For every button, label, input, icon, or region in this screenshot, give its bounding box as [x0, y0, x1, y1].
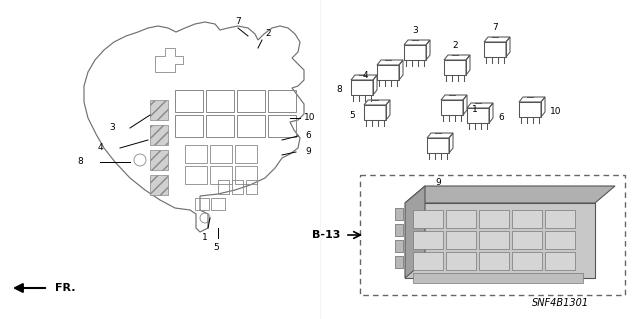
Text: 9: 9 [435, 178, 441, 187]
Text: 7: 7 [492, 23, 498, 32]
Text: 6: 6 [305, 131, 311, 140]
Bar [519, 102, 541, 117]
Bar [210, 166, 232, 184]
Bar [479, 210, 509, 228]
Bar [395, 256, 403, 268]
Text: 10: 10 [550, 108, 561, 116]
Bar [351, 80, 373, 95]
Text: 4: 4 [362, 70, 368, 79]
Bar [218, 180, 229, 194]
Text: 2: 2 [265, 29, 271, 39]
Bar [395, 208, 403, 220]
Bar [185, 166, 207, 184]
Bar [364, 105, 386, 120]
Text: 8: 8 [77, 158, 83, 167]
Bar [150, 150, 168, 170]
Polygon shape [405, 186, 615, 203]
Polygon shape [405, 186, 425, 278]
Bar [444, 60, 466, 75]
Text: 8: 8 [336, 85, 342, 94]
Bar [185, 145, 207, 163]
Bar [545, 252, 575, 270]
Bar [235, 145, 257, 163]
Bar [150, 125, 168, 145]
Bar [413, 210, 443, 228]
Bar [268, 115, 296, 137]
Text: 5: 5 [349, 110, 355, 120]
Text: FR.: FR. [55, 283, 76, 293]
Bar [427, 138, 449, 153]
Bar [206, 115, 234, 137]
Bar [446, 252, 476, 270]
Polygon shape [405, 203, 595, 278]
Bar [441, 100, 463, 115]
Bar [237, 115, 265, 137]
Text: 7: 7 [235, 18, 241, 26]
Text: 6: 6 [498, 114, 504, 122]
Bar [479, 252, 509, 270]
Text: 10: 10 [304, 114, 316, 122]
Text: 3: 3 [109, 123, 115, 132]
Bar [413, 273, 583, 283]
Bar [545, 210, 575, 228]
Bar [413, 231, 443, 249]
Bar [467, 108, 489, 123]
Bar [360, 175, 625, 295]
Text: 1: 1 [472, 106, 477, 115]
Bar [512, 231, 542, 249]
Bar [512, 252, 542, 270]
Bar [235, 166, 257, 184]
Bar [377, 65, 399, 80]
Bar [210, 145, 232, 163]
Bar [175, 115, 203, 137]
Bar [268, 90, 296, 112]
Text: 5: 5 [213, 243, 219, 253]
Bar [246, 180, 257, 194]
Text: 1: 1 [202, 234, 208, 242]
Text: 3: 3 [412, 26, 418, 35]
Bar [150, 100, 168, 120]
Bar [211, 198, 225, 210]
Bar [404, 45, 426, 60]
Bar [545, 231, 575, 249]
Bar [413, 252, 443, 270]
Bar [484, 42, 506, 57]
Bar [232, 180, 243, 194]
Bar [479, 231, 509, 249]
Bar [195, 198, 209, 210]
Bar [175, 90, 203, 112]
Text: 9: 9 [305, 147, 311, 157]
Text: 2: 2 [452, 41, 458, 50]
Bar [206, 90, 234, 112]
Bar [150, 175, 168, 195]
Bar [512, 210, 542, 228]
Bar [237, 90, 265, 112]
Bar [395, 240, 403, 252]
Text: B-13: B-13 [312, 230, 340, 240]
Bar [446, 210, 476, 228]
Bar [395, 224, 403, 236]
Text: 4: 4 [97, 144, 103, 152]
Bar [446, 231, 476, 249]
Text: SNF4B1301: SNF4B1301 [531, 298, 589, 308]
